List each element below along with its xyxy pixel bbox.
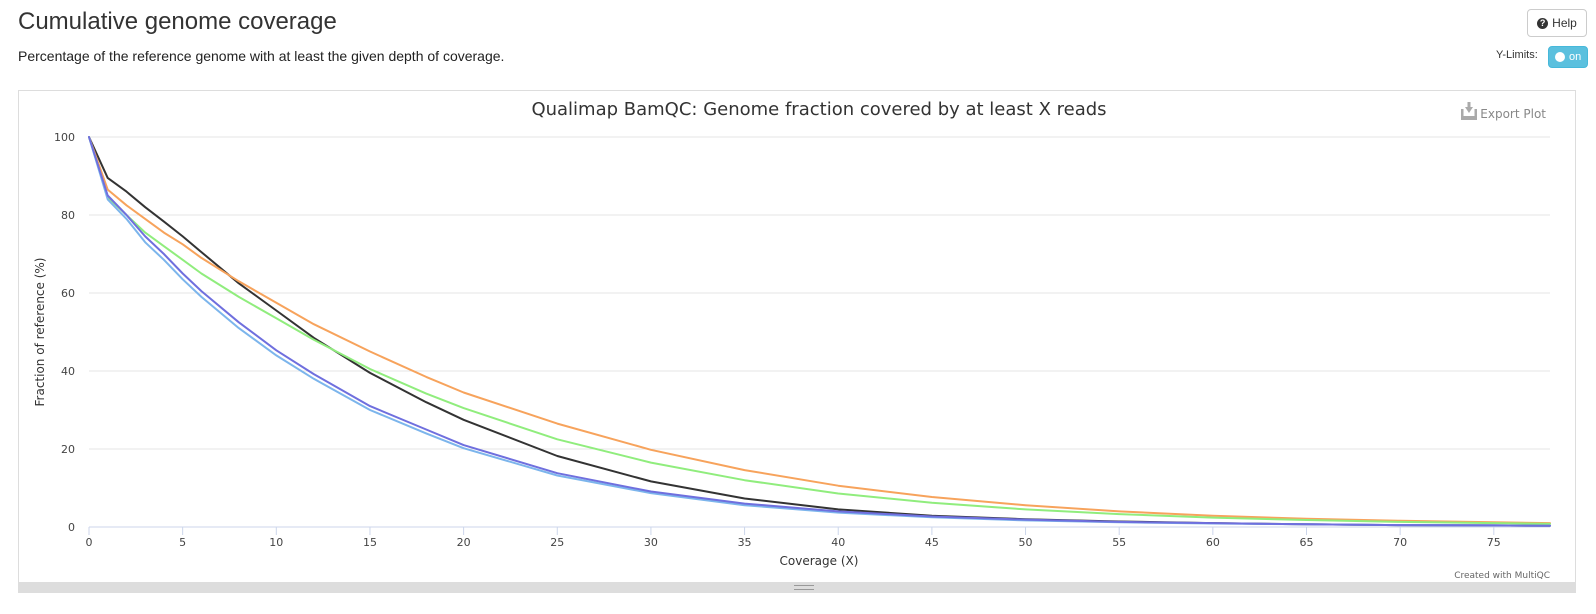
plot-resize-handle[interactable] <box>18 582 1576 593</box>
x-tick-label: 35 <box>738 536 752 549</box>
series-lines <box>88 136 1551 527</box>
x-tick-label: 5 <box>179 536 186 549</box>
x-tick-label: 65 <box>1300 536 1314 549</box>
y-axis-label: Fraction of reference (%) <box>33 258 47 407</box>
chart-title: Qualimap BamQC: Genome fraction covered … <box>531 99 1106 120</box>
plot-container: 0 20 40 60 80 100 0 5 10 15 20 25 30 35 40 45 50 55 60 65 7… <box>18 90 1576 593</box>
y-tick-label: 0 <box>68 521 75 534</box>
series-line-2 <box>88 136 1551 525</box>
x-tick-label: 20 <box>457 536 471 549</box>
x-tick-label: 0 <box>86 536 93 549</box>
series-line-5 <box>88 136 1551 527</box>
resize-grip-icon <box>794 585 814 590</box>
grid-lines <box>89 136 1550 450</box>
y-tick-label: 100 <box>54 131 75 144</box>
x-tick-label: 55 <box>1112 536 1126 549</box>
coverage-chart: 0 20 40 60 80 100 0 5 10 15 20 25 30 35 40 45 50 55 60 65 7… <box>33 99 1551 581</box>
y-tick-label: 20 <box>61 443 75 456</box>
series-line-3 <box>88 136 1551 525</box>
ylimits-toggle[interactable]: on <box>1548 46 1588 68</box>
x-tick-label: 45 <box>925 536 939 549</box>
x-tick-label: 70 <box>1393 536 1407 549</box>
y-axis-ticks: 0 20 40 60 80 100 <box>54 131 75 534</box>
help-button-label: Help <box>1552 16 1577 30</box>
question-circle-icon: ? <box>1537 17 1549 29</box>
series-line-1 <box>88 136 1551 527</box>
ylimits-toggle-label: on <box>1569 51 1582 63</box>
page-title: Cumulative genome coverage <box>18 8 337 35</box>
x-tick-label: 15 <box>363 536 377 549</box>
ylimits-label: Y-Limits: <box>1496 49 1538 61</box>
help-button[interactable]: ? Help <box>1527 9 1587 37</box>
x-tick-label: 10 <box>269 536 283 549</box>
series-line-4 <box>88 136 1551 527</box>
x-axis-label: Coverage (X) <box>780 554 859 568</box>
x-tick-label: 40 <box>831 536 845 549</box>
export-plot-button[interactable]: Export Plot <box>1461 102 1546 121</box>
x-tick-label: 25 <box>550 536 564 549</box>
x-tick-label: 30 <box>644 536 658 549</box>
credit-text: Created with MultiQC <box>1454 571 1550 581</box>
export-plot-label: Export Plot <box>1480 107 1546 121</box>
x-tick-label: 75 <box>1487 536 1501 549</box>
x-axis-ticks: 0 5 10 15 20 25 30 35 40 45 50 55 60 65 70 75 <box>86 527 1501 549</box>
download-icon <box>1461 102 1477 120</box>
toggle-knob <box>1555 52 1565 62</box>
y-tick-label: 60 <box>61 287 75 300</box>
page-description: Percentage of the reference genome with … <box>18 48 505 64</box>
x-tick-label: 50 <box>1019 536 1033 549</box>
y-tick-label: 80 <box>61 209 75 222</box>
y-tick-label: 40 <box>61 365 75 378</box>
x-tick-label: 60 <box>1206 536 1220 549</box>
